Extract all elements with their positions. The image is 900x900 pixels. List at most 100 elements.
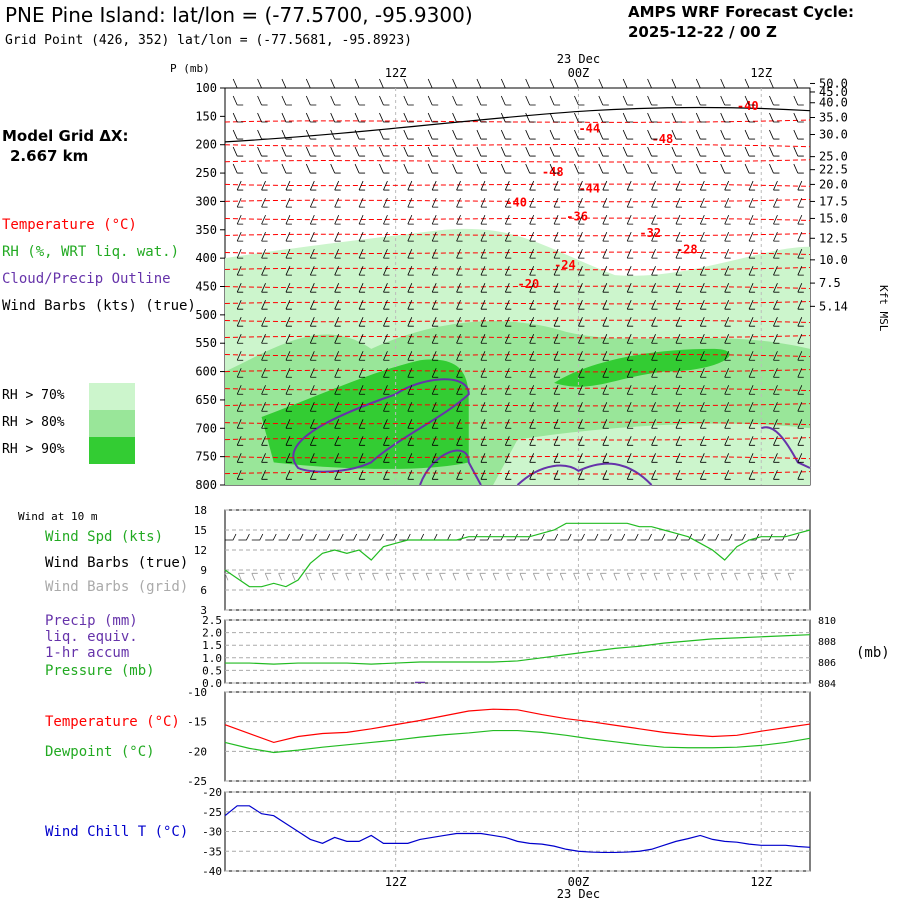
wind-barb	[309, 214, 317, 225]
wind-barb-grid	[412, 572, 419, 581]
temperature-contour	[224, 232, 811, 237]
wind-barb	[724, 385, 731, 395]
wind-barb	[354, 112, 366, 123]
temperature-contour	[224, 437, 811, 441]
ytick-label-right: 804	[818, 679, 836, 690]
wind-barb	[525, 129, 536, 140]
height-tick-label: 15.0	[819, 211, 848, 225]
wind-barb	[379, 112, 390, 123]
wind-barb	[456, 214, 463, 225]
wind-barb	[695, 146, 707, 157]
wind-barb	[232, 95, 244, 106]
wind-barb-grid	[251, 572, 258, 581]
wind-barb	[504, 385, 512, 395]
wind-barb	[358, 385, 366, 395]
temperature-contour-label: -48	[652, 132, 674, 146]
wind-barb	[431, 402, 439, 412]
wind-barb	[309, 368, 317, 378]
wind-barb	[358, 351, 366, 361]
wind-barb	[773, 317, 780, 327]
wind-barb	[403, 95, 414, 106]
wind-barb	[602, 470, 609, 480]
wind-barb	[480, 402, 487, 412]
wind-barb	[626, 419, 634, 429]
height-tick-label: 20.0	[819, 177, 848, 191]
wind-barb	[480, 180, 487, 191]
wind-barb	[602, 180, 609, 191]
wind-barb	[504, 180, 512, 191]
wind-barb	[309, 453, 317, 463]
temperature-contour	[224, 319, 811, 324]
wind-barb	[626, 351, 634, 361]
wind-barb	[626, 436, 634, 446]
pressure-tick-label: 200	[195, 138, 217, 152]
wind-barb	[285, 470, 292, 480]
wind-barb-true	[546, 533, 559, 541]
wind-barb	[720, 129, 731, 140]
wind-barb	[309, 419, 317, 429]
temperature-contour	[224, 369, 811, 373]
wind-barb	[699, 283, 707, 293]
wind-barb	[773, 402, 780, 412]
wind-barb	[431, 436, 439, 446]
wind-speed-line	[224, 522, 811, 588]
wind-barb	[305, 112, 317, 123]
date-label: 23 Dec	[557, 52, 600, 66]
wind-barb	[309, 197, 317, 208]
wind-barb-grid	[358, 572, 366, 581]
wind-barb-grid	[680, 572, 687, 581]
wind-barb	[553, 453, 561, 463]
temperature-contour-label: -44	[578, 181, 600, 195]
wind-barb	[626, 197, 634, 208]
wind-barb	[525, 95, 536, 106]
wind-barb	[281, 129, 292, 140]
pressure-tick-label: 750	[195, 450, 217, 464]
wind-barb	[480, 231, 487, 242]
wind-barb	[598, 129, 609, 140]
wind-barb	[358, 419, 366, 429]
wind-barb	[529, 351, 536, 361]
wind-barb-true	[359, 533, 371, 541]
wind-barb	[651, 300, 658, 310]
wind-barb	[379, 95, 390, 106]
wind-barb	[797, 197, 804, 208]
wind-barb	[431, 231, 439, 242]
wind-barb	[257, 163, 268, 174]
wind-barb-grid	[506, 572, 513, 581]
wind-barb	[236, 334, 244, 344]
wind-barb	[431, 334, 439, 344]
wind-barb	[651, 265, 658, 276]
wind-barb-true	[707, 533, 719, 541]
wind-barb-grid	[331, 572, 339, 581]
wind-barb	[236, 283, 244, 293]
wind-barb	[281, 78, 292, 89]
wind-barb	[651, 453, 658, 463]
wind-barb	[769, 78, 780, 89]
wind-barb	[236, 214, 244, 225]
wind-barb	[699, 385, 707, 395]
wind-barb	[773, 385, 780, 395]
wind-barb	[309, 385, 317, 395]
time-label-00z: 00Z	[568, 66, 590, 80]
wind-barb	[476, 95, 487, 106]
wind-barb	[553, 180, 561, 191]
wind-barb-grid	[425, 572, 433, 581]
wind-barb	[578, 368, 585, 378]
wind-barb	[309, 351, 317, 361]
wind-barb	[699, 317, 707, 327]
wind-barb	[773, 231, 780, 242]
wind-barb	[553, 283, 561, 293]
wind-barb	[797, 402, 804, 412]
wind-barb	[354, 95, 366, 106]
wind-barb	[407, 453, 414, 463]
wind-barb	[578, 300, 585, 310]
wind-barb	[236, 368, 244, 378]
height-tick-label: 50.0	[819, 76, 848, 90]
wind-barb	[748, 265, 756, 276]
wind-barb	[744, 78, 756, 89]
wind-barb	[309, 317, 317, 327]
wind-barb	[525, 78, 536, 89]
wind-barb	[769, 163, 780, 174]
wind-barb	[431, 317, 439, 327]
wind-barb	[675, 419, 682, 429]
